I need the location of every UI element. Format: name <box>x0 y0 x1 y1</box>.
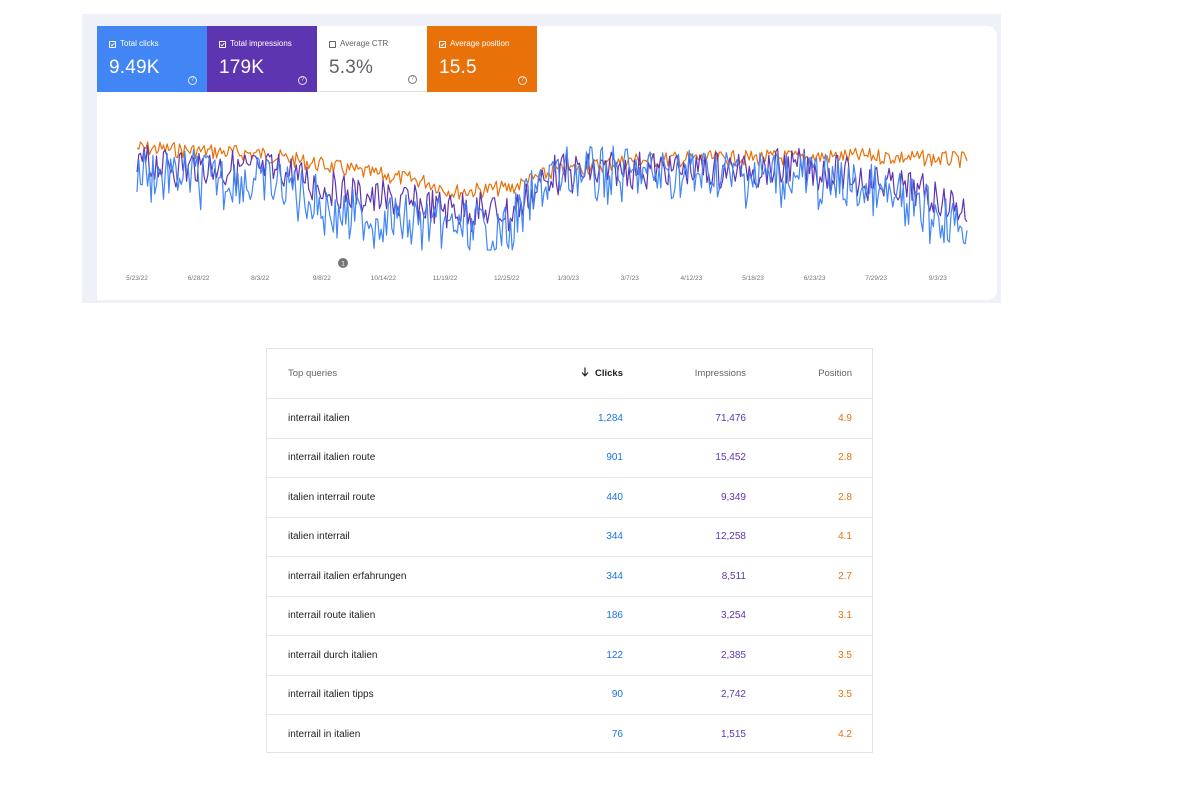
x-tick-label: 6/28/22 <box>188 275 210 282</box>
table-row[interactable]: italien interrail route 440 9,349 2.8 <box>267 477 872 517</box>
query-cell[interactable]: interrail italien <box>288 412 350 424</box>
header-position[interactable]: Position <box>818 368 852 379</box>
query-cell[interactable]: interrail in italien <box>288 728 361 740</box>
impressions-cell: 8,511 <box>721 570 746 582</box>
header-impressions[interactable]: Impressions <box>694 368 746 379</box>
help-icon[interactable]: ? <box>518 76 527 85</box>
header-top-queries[interactable]: Top queries <box>288 368 338 379</box>
total-clicks-label: Total clicks <box>120 39 159 48</box>
help-icon[interactable]: ? <box>408 75 417 84</box>
x-tick-label: 5/18/23 <box>742 275 764 282</box>
total-impressions-card[interactable]: Total impressions 179K ? <box>207 26 317 92</box>
clicks-cell: 122 <box>606 649 623 661</box>
checkbox-checked-icon[interactable] <box>109 40 116 48</box>
position-cell: 4.9 <box>838 412 852 424</box>
query-cell[interactable]: interrail italien erfahrungen <box>288 570 407 582</box>
clicks-cell: 440 <box>606 491 623 503</box>
table-row[interactable]: interrail italien erfahrungen 344 8,511 2.7 <box>267 556 872 596</box>
average-position-card[interactable]: Average position 15.5 ? <box>427 26 537 92</box>
table-row[interactable]: interrail italien tipps 90 2,742 3.5 <box>267 674 872 715</box>
clicks-cell: 90 <box>611 689 623 701</box>
position-cell: 2.8 <box>838 491 852 503</box>
clicks-cell: 344 <box>606 570 623 582</box>
position-cell: 3.1 <box>838 610 852 622</box>
x-tick-label: 9/3/23 <box>929 275 947 282</box>
average-ctr-value: 5.3% <box>329 57 374 78</box>
x-tick-label: 8/3/22 <box>251 275 269 282</box>
average-position-value: 15.5 <box>439 57 477 78</box>
impressions-cell: 15,452 <box>715 452 746 464</box>
table-row[interactable]: interrail route italien 186 3,254 3.1 <box>267 595 872 636</box>
top-queries-table: Top queries Clicks Impressions Position … <box>266 348 873 753</box>
average-position-label-row: Average position <box>439 39 537 49</box>
arrow-down-icon <box>581 367 589 380</box>
table-row[interactable]: interrail durch italien 122 2,385 3.5 <box>267 635 872 675</box>
position-cell: 3.5 <box>838 649 852 661</box>
table-row[interactable]: interrail italien 1,284 71,476 4.9 <box>267 398 872 438</box>
x-tick-label: 11/19/22 <box>433 275 458 282</box>
x-tick-label: 12/25/22 <box>494 275 520 282</box>
query-cell[interactable]: interrail italien tipps <box>288 689 374 701</box>
table-header-row: Top queries Clicks Impressions Position <box>267 349 872 398</box>
table-row[interactable]: interrail in italien 76 1,515 4.2 <box>267 714 872 754</box>
total-clicks-card[interactable]: Total clicks 9.49K ? <box>97 26 207 92</box>
position-cell: 2.8 <box>838 452 852 464</box>
impressions-cell: 9,349 <box>720 491 746 503</box>
position-cell: 4.1 <box>838 531 852 543</box>
header-clicks[interactable]: Clicks <box>581 349 623 398</box>
clicks-cell: 186 <box>606 610 623 622</box>
query-cell[interactable]: interrail route italien <box>288 610 376 622</box>
query-cell[interactable]: italien interrail <box>288 531 350 543</box>
metric-cards: Total clicks 9.49K ? Total impressions 1… <box>97 26 537 92</box>
query-cell[interactable]: italien interrail route <box>288 491 376 503</box>
position-cell: 3.5 <box>838 689 852 701</box>
help-icon[interactable]: ? <box>188 76 197 85</box>
clicks-cell: 1,284 <box>597 412 623 424</box>
total-impressions-line <box>136 145 968 233</box>
annotation-marker[interactable]: 1 <box>338 258 348 268</box>
impressions-cell: 2,385 <box>720 649 746 661</box>
x-tick-label: 7/29/23 <box>865 275 887 282</box>
impressions-cell: 12,258 <box>715 531 746 543</box>
clicks-cell: 901 <box>606 452 623 464</box>
table-row[interactable]: interrail italien route 901 15,452 2.8 <box>267 437 872 478</box>
x-tick-label: 10/14/22 <box>371 275 397 282</box>
average-position-label: Average position <box>450 39 510 48</box>
total-impressions-label: Total impressions <box>230 39 292 48</box>
checkbox-checked-icon[interactable] <box>439 40 446 48</box>
x-tick-label: 6/23/23 <box>804 275 826 282</box>
x-tick-label: 1/30/23 <box>557 275 579 282</box>
impressions-cell: 3,254 <box>720 610 746 622</box>
table-row[interactable]: italien interrail 344 12,258 4.1 <box>267 516 872 557</box>
x-tick-label: 4/12/23 <box>681 275 703 282</box>
header-clicks-label: Clicks <box>595 368 623 379</box>
total-impressions-label-row: Total impressions <box>219 39 317 49</box>
x-tick-label: 3/7/23 <box>621 275 639 282</box>
checkbox-unchecked-icon[interactable] <box>329 40 336 48</box>
impressions-cell: 1,515 <box>720 728 746 740</box>
clicks-cell: 344 <box>606 531 623 543</box>
x-tick-label: 5/23/22 <box>126 275 148 282</box>
total-clicks-label-row: Total clicks <box>109 39 207 49</box>
average-ctr-label: Average CTR <box>340 39 389 48</box>
query-cell[interactable]: interrail durch italien <box>288 649 378 661</box>
checkbox-checked-icon[interactable] <box>219 40 226 48</box>
impressions-cell: 71,476 <box>715 412 746 424</box>
impressions-cell: 2,742 <box>720 689 746 701</box>
total-clicks-line <box>136 145 968 251</box>
average-position-line <box>136 141 968 200</box>
total-impressions-value: 179K <box>219 57 265 78</box>
x-tick-label: 9/8/22 <box>313 275 331 282</box>
query-cell[interactable]: interrail italien route <box>288 452 376 464</box>
performance-line-chart[interactable]: 1 5/23/22 6/28/22 8/3/22 9/8/22 10/14/22 11/19… <box>97 100 997 300</box>
average-ctr-card[interactable]: Average CTR 5.3% ? <box>317 26 427 92</box>
total-clicks-value: 9.49K <box>109 57 160 78</box>
position-cell: 2.7 <box>838 570 852 582</box>
help-icon[interactable]: ? <box>298 76 307 85</box>
position-cell: 4.2 <box>838 728 852 740</box>
annotation-label: 1 <box>341 261 345 268</box>
average-ctr-label-row: Average CTR <box>329 39 427 49</box>
clicks-cell: 76 <box>611 728 623 740</box>
